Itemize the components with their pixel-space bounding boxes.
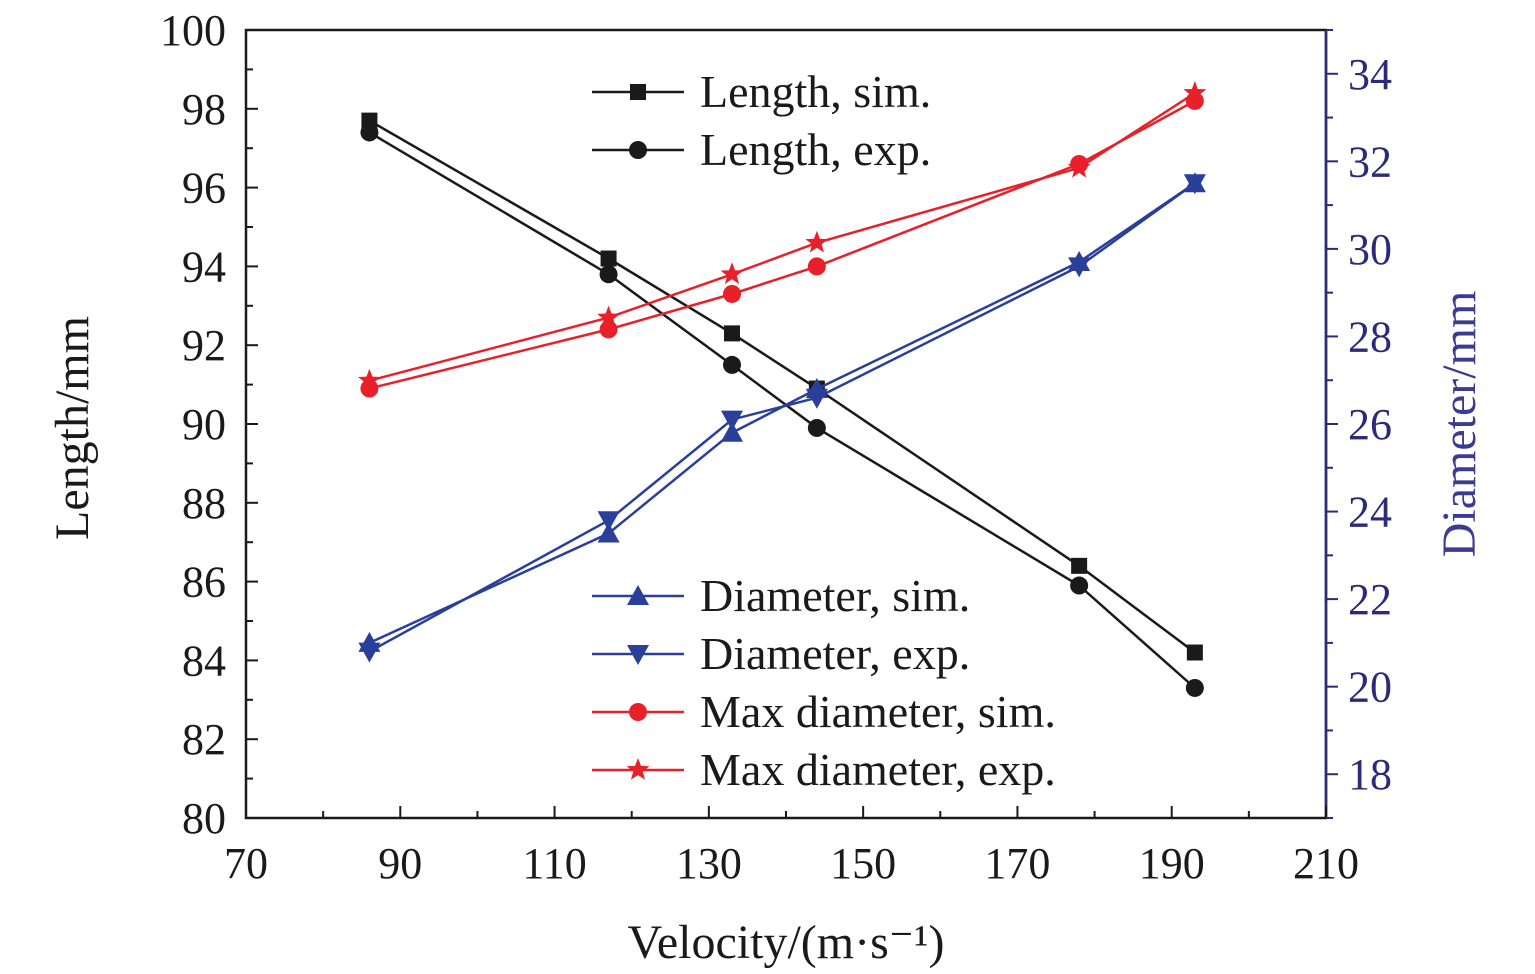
series-line — [369, 99, 1196, 390]
y-left-tick-label: 88 — [182, 479, 226, 528]
y-left-tick-label: 84 — [182, 636, 226, 685]
data-point — [597, 511, 620, 532]
legend-label: Length, exp. — [700, 124, 931, 175]
y-right-tick-label: 34 — [1348, 50, 1392, 99]
series-max-diameter-exp — [358, 81, 1207, 391]
y-right-tick-label: 30 — [1348, 225, 1392, 274]
y-right-tick-label: 18 — [1348, 750, 1392, 799]
series-line — [369, 91, 1196, 382]
legend-entry: Diameter, exp. — [592, 628, 970, 679]
legend-swatch-marker — [627, 645, 649, 665]
series-line — [368, 182, 1196, 645]
data-point — [724, 325, 740, 342]
x-tick-label: 190 — [1139, 839, 1205, 888]
data-point — [1183, 81, 1207, 103]
y-right-tick-label: 22 — [1348, 575, 1392, 624]
x-tick-label: 150 — [830, 839, 896, 888]
data-point — [360, 123, 379, 142]
legend-entry: Diameter, sim. — [592, 570, 970, 621]
legend-swatch-marker — [626, 758, 650, 780]
y-left-tick-label: 98 — [182, 85, 226, 134]
legend-label: Max diameter, sim. — [700, 686, 1056, 737]
y-right-tick-label: 24 — [1348, 488, 1392, 537]
legend-label: Diameter, sim. — [700, 570, 970, 621]
x-axis-label: Velocity/(m·s⁻¹) — [628, 916, 945, 969]
data-point — [721, 410, 743, 431]
y-left-tick-label: 90 — [182, 400, 226, 449]
series-length-exp — [360, 123, 1204, 697]
legend-label: Diameter, exp. — [700, 628, 970, 679]
y-right-tick-label: 20 — [1348, 663, 1392, 712]
series-line — [368, 182, 1196, 653]
series-line — [368, 119, 1196, 654]
y-left-tick-label: 86 — [182, 558, 226, 607]
data-point — [1186, 644, 1203, 661]
data-point — [723, 355, 741, 374]
legend: Length, sim.Length, exp.Diameter, sim.Di… — [592, 66, 1056, 795]
y-right-tick-label: 26 — [1348, 400, 1392, 449]
legend-block-bottom-center: Diameter, sim. Diameter, exp. Max diameter… — [592, 570, 1056, 795]
x-tick-label: 110 — [522, 839, 586, 888]
legend-label: Max diameter, exp. — [700, 744, 1056, 795]
data-point — [807, 418, 826, 437]
legend-entry: Length, exp. — [592, 124, 931, 175]
data-point — [599, 265, 618, 284]
data-point — [1185, 678, 1204, 697]
x-tick-label: 90 — [378, 839, 422, 888]
y-left-axis-label: Length/mm — [46, 316, 99, 540]
y-left-tick-label: 82 — [182, 715, 226, 764]
series-diameter-exp — [358, 174, 1206, 663]
legend-label: Length, sim. — [700, 66, 931, 117]
data-point — [723, 284, 741, 303]
y-left-tick-label: 80 — [182, 794, 226, 843]
legend-entry: Max diameter, exp. — [592, 744, 1056, 795]
data-point — [720, 262, 744, 284]
legend-swatch-marker — [629, 141, 647, 159]
data-point — [1071, 557, 1088, 574]
data-point — [358, 368, 381, 391]
legend-swatch-marker — [629, 703, 647, 721]
legend-block-top-center: Length, sim. Length, exp. — [592, 66, 931, 175]
y-left-tick-label: 92 — [182, 321, 226, 370]
x-tick-label: 70 — [224, 839, 268, 888]
legend-swatch-marker — [627, 585, 649, 605]
data-point — [599, 320, 618, 339]
data-point — [600, 250, 617, 267]
data-point — [1070, 576, 1089, 595]
y-left-tick-label: 94 — [182, 242, 226, 291]
data-point — [1068, 257, 1091, 278]
y-right-axis-label: Diameter/mm — [1433, 291, 1486, 558]
x-tick-label: 170 — [984, 839, 1050, 888]
x-tick-label: 130 — [676, 839, 742, 888]
axes: 70 90 110 130 150 170 190 210 80 82 84 86 88 90 92 94 96… — [46, 6, 1486, 969]
y-left-tick-label: 96 — [182, 164, 226, 213]
data-point — [1183, 174, 1206, 195]
x-tick-label: 210 — [1293, 839, 1359, 888]
data-point — [1067, 155, 1091, 178]
legend-entry: Length, sim. — [592, 66, 931, 117]
data-point — [597, 305, 620, 328]
data-point — [721, 421, 743, 442]
y-right-tick-label: 28 — [1348, 312, 1392, 361]
y-right-tick-label: 32 — [1348, 137, 1392, 186]
legend-entry: Max diameter, sim. — [592, 686, 1056, 737]
legend-swatch-marker — [630, 84, 646, 100]
data-point — [805, 388, 828, 409]
data-point — [597, 522, 620, 543]
series-group — [358, 81, 1207, 697]
data-point — [805, 230, 829, 253]
series-line — [368, 131, 1196, 689]
y-left-tick-label: 100 — [160, 6, 226, 55]
data-point — [358, 642, 381, 663]
data-point — [807, 257, 826, 276]
